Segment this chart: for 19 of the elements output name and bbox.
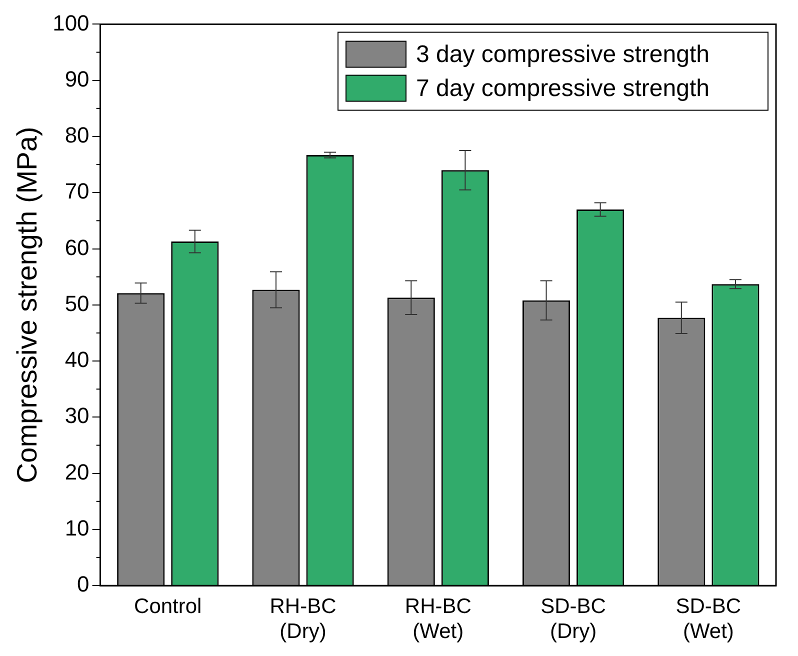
y-tick-label: 60: [64, 234, 90, 260]
y-tick-label: 10: [64, 516, 90, 541]
x-tick-label: RH-BC (Dry): [270, 594, 336, 644]
x-tick-label: SD-BC (Wet): [676, 594, 742, 644]
y-tick-label: 20: [64, 459, 90, 484]
y-tick-label: 30: [64, 403, 90, 428]
y-tick-label: 50: [64, 290, 90, 316]
y-axis-title: Compressive strength (MPa): [12, 126, 43, 484]
y-tick-label: 80: [64, 122, 90, 148]
y-tick-label: 40: [64, 347, 90, 372]
x-tick-label: RH-BC (Wet): [404, 594, 472, 644]
y-tick-label: 70: [64, 178, 90, 204]
legend-label: 7 day compressive strength: [416, 74, 710, 102]
x-tick-label: SD-BC (Dry): [540, 594, 606, 644]
y-tick-label: 0: [77, 572, 90, 597]
y-tick-label: 90: [64, 66, 90, 92]
legend-label: 3 day compressive strength: [416, 40, 710, 68]
x-tick-label: Control: [134, 594, 202, 618]
y-tick-label: 100: [52, 10, 90, 36]
